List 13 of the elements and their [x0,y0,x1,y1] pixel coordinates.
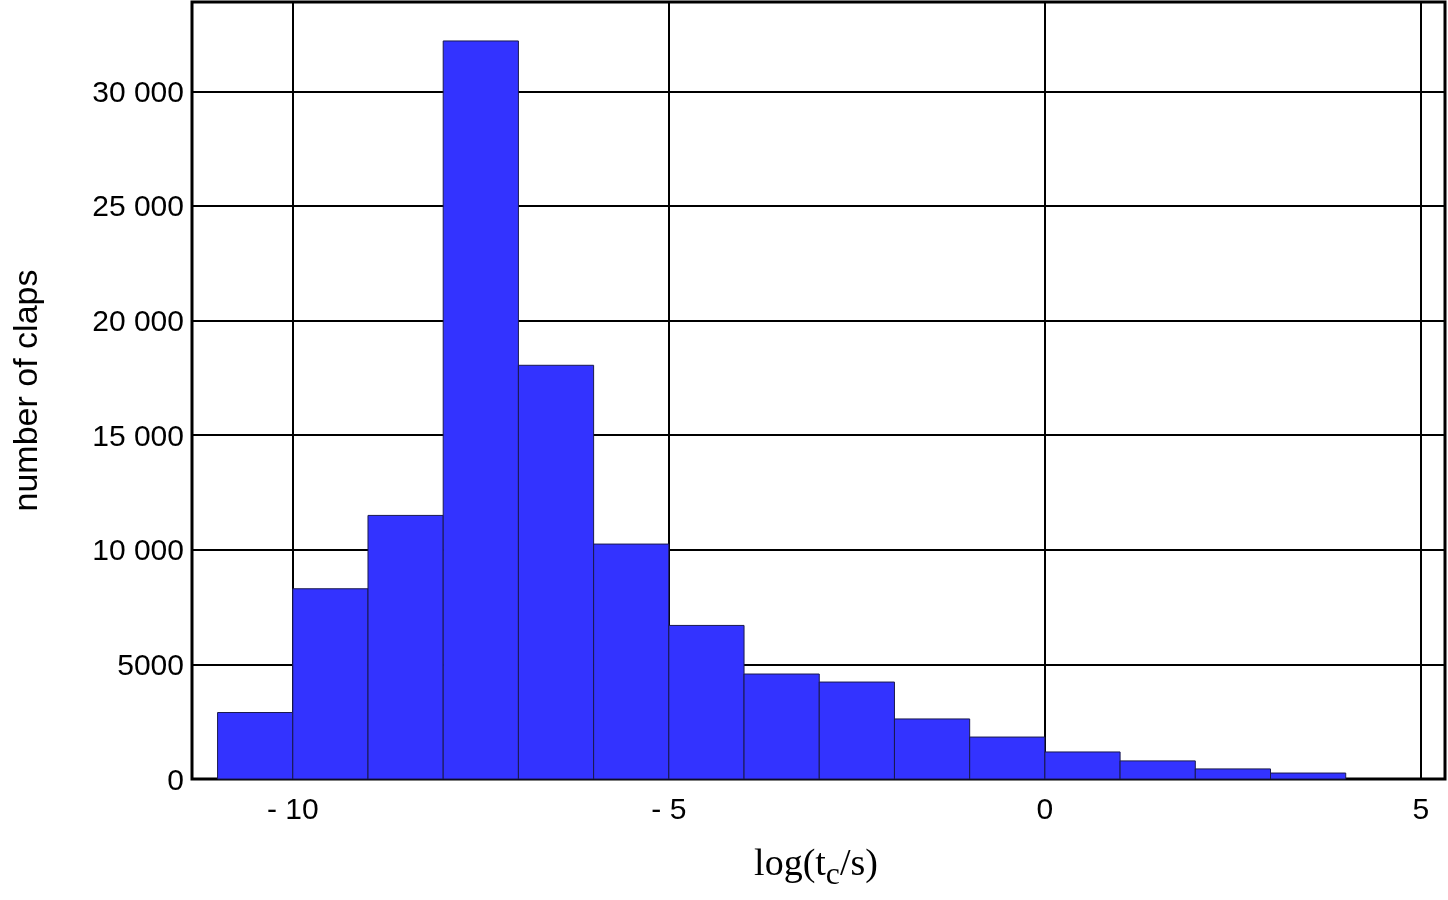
x-tick-label: - 10 [266,791,319,825]
y-tick-label: 20 000 [92,304,184,338]
y-tick-label: 5000 [117,647,184,681]
x-axis-title: log(t$_{c}$/s) [753,840,879,892]
x-tick-label: - 5 [651,791,687,825]
y-tick-label: 15 000 [92,418,184,452]
y-axis-title: number of claps [6,269,44,512]
y-tick-label: 0 [167,762,184,796]
y-tick-label: 25 000 [92,189,184,223]
x-tick-label: 0 [1036,791,1054,825]
x-tick-label: 5 [1412,791,1430,825]
y-tick-label: 10 000 [92,533,184,567]
y-tick-label: 30 000 [92,74,184,108]
